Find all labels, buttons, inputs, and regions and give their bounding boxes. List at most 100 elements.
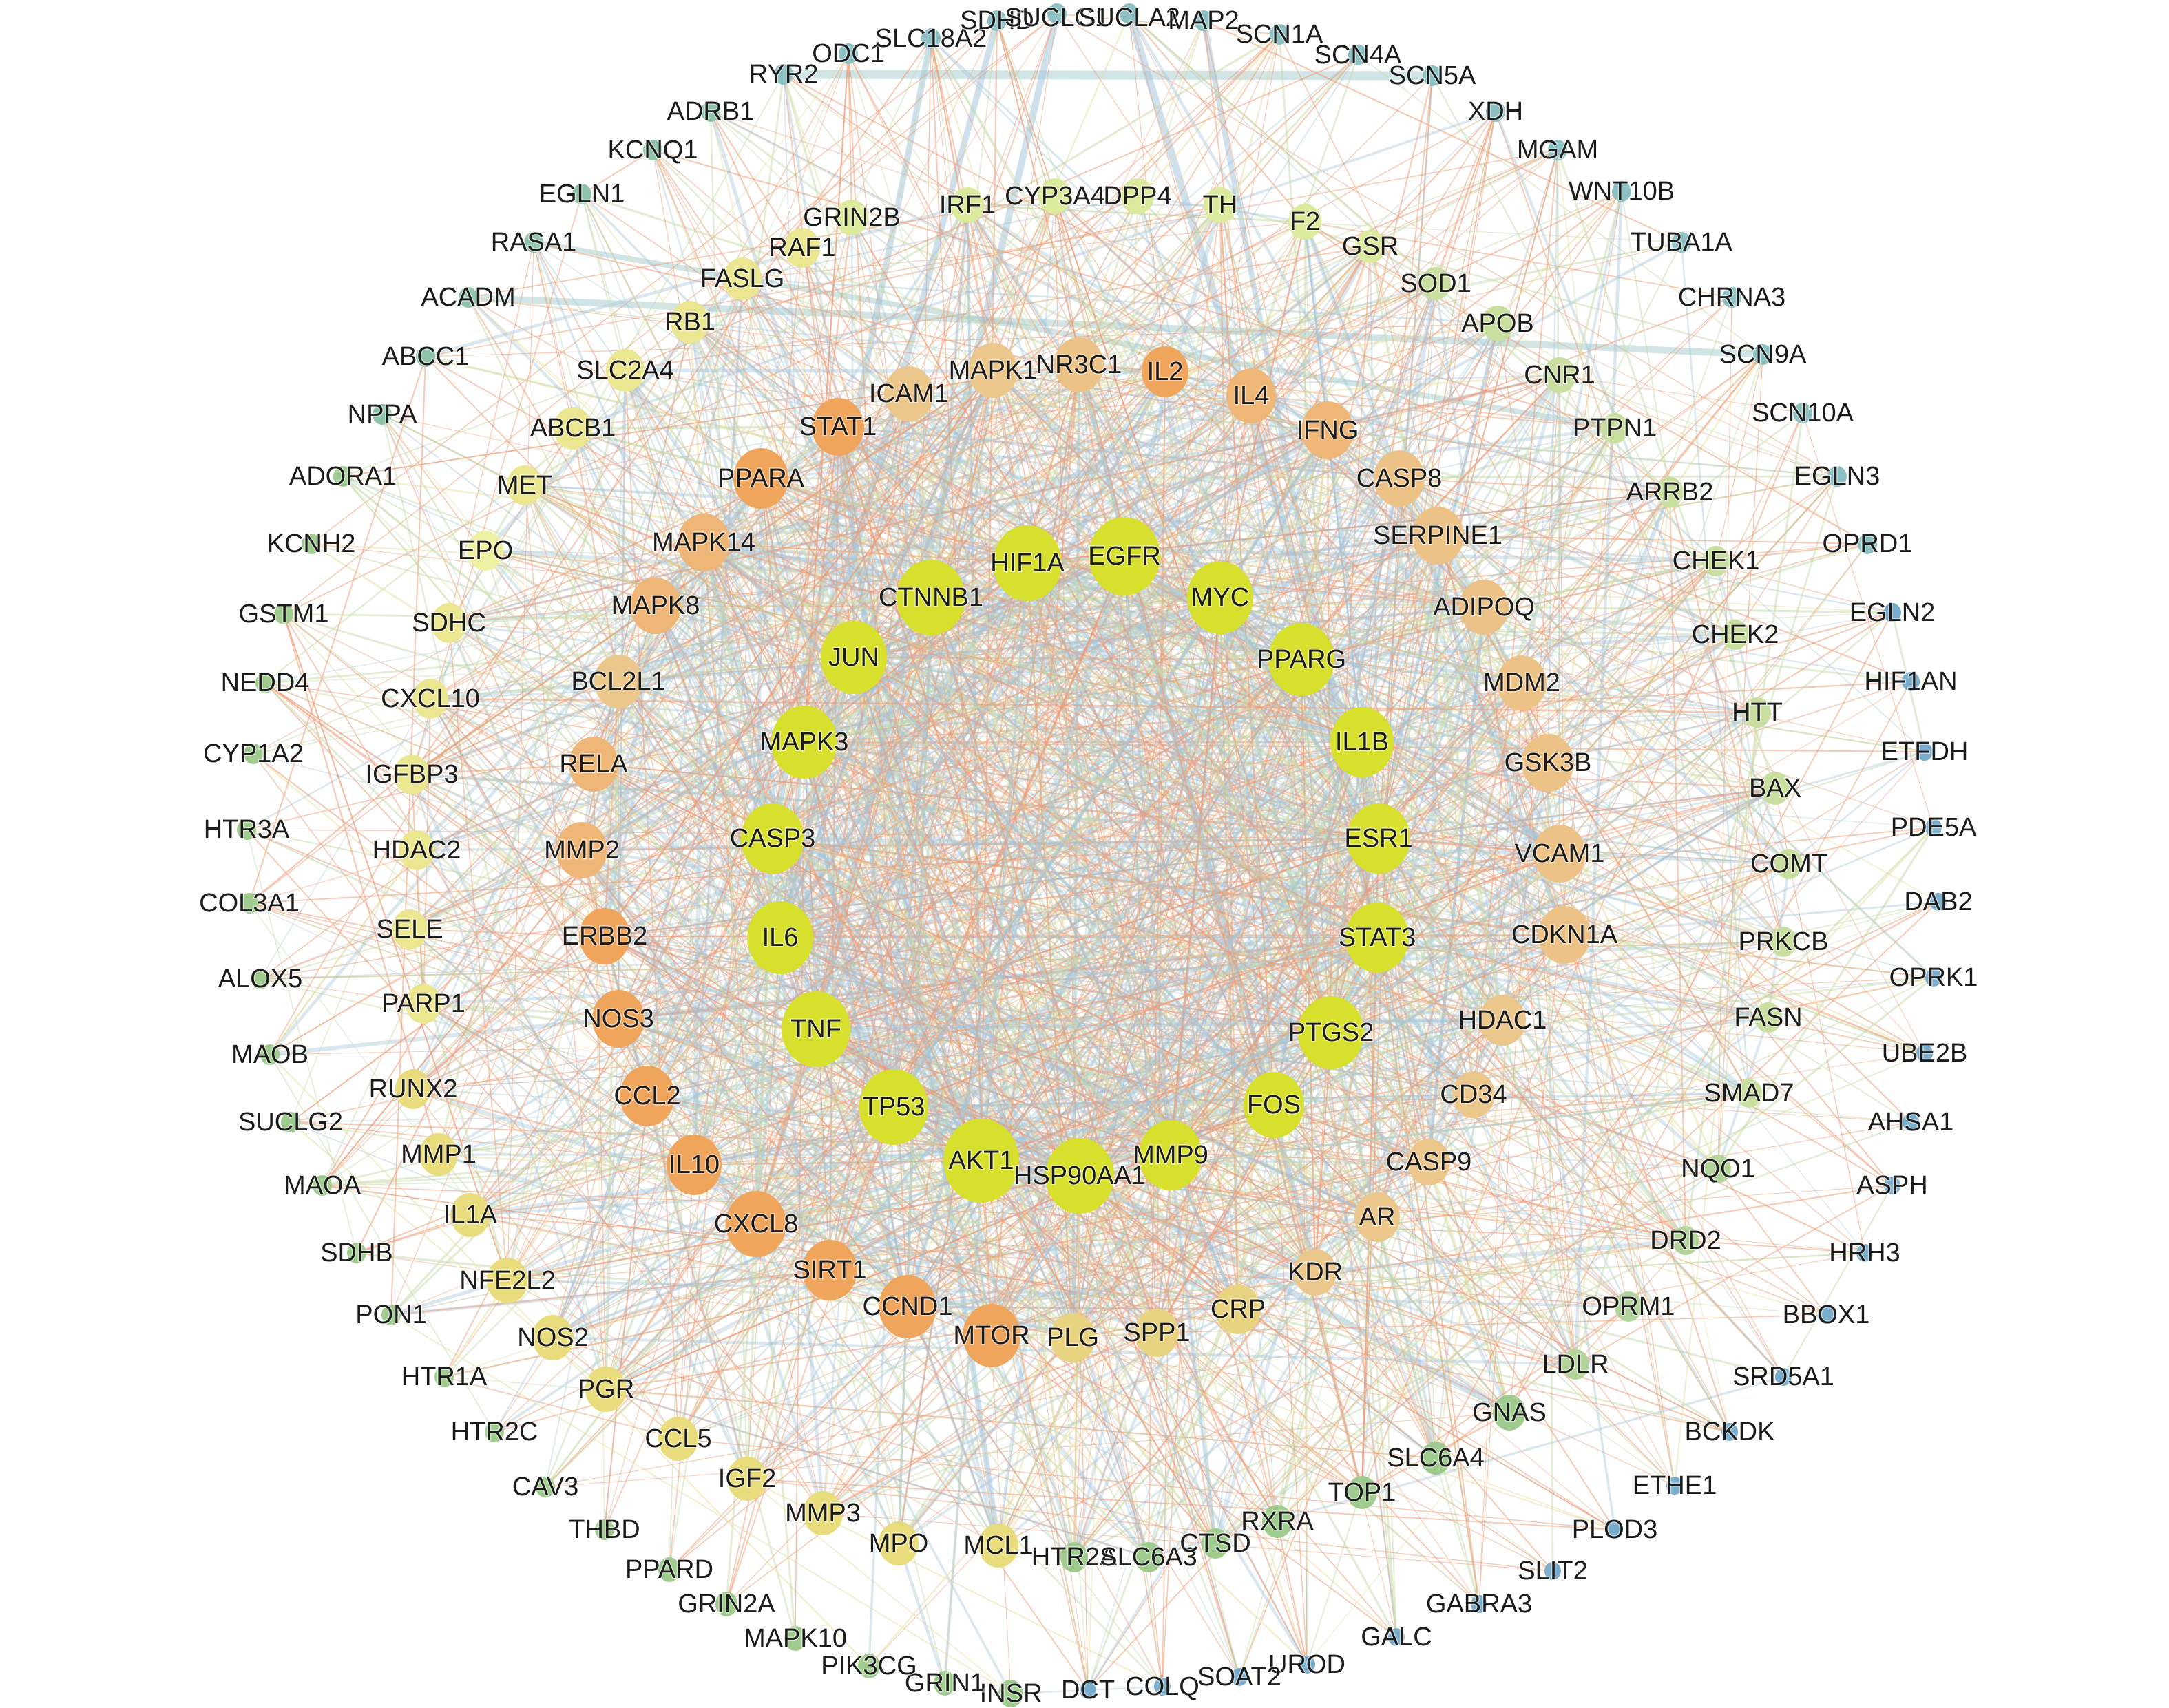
node-PPARD[interactable] — [658, 1557, 680, 1582]
node-TP53[interactable] — [859, 1069, 928, 1145]
node-SDHB[interactable] — [347, 1243, 366, 1263]
node-AR[interactable] — [1354, 1192, 1400, 1242]
node-TH[interactable] — [1204, 187, 1237, 223]
node-IGFBP3[interactable] — [394, 755, 430, 794]
node-NPPA[interactable] — [373, 404, 392, 425]
node-CRP[interactable] — [1215, 1285, 1261, 1334]
node-SIRT1[interactable] — [802, 1240, 857, 1300]
node-MMP2[interactable] — [556, 822, 607, 878]
node-HDAC2[interactable] — [399, 830, 434, 870]
node-DCT[interactable] — [1080, 1681, 1096, 1699]
node-COL3A1[interactable] — [240, 893, 259, 914]
node-HIF1AN[interactable] — [1902, 672, 1920, 691]
node-MAPK10[interactable] — [784, 1626, 806, 1651]
node-BCKDK[interactable] — [1721, 1423, 1738, 1441]
node-NR3C1[interactable] — [1054, 337, 1104, 392]
node-NOS2[interactable] — [532, 1315, 574, 1360]
node-CDKN1A[interactable] — [1538, 906, 1591, 964]
node-CCL2[interactable] — [620, 1066, 675, 1126]
node-GRIN2B[interactable] — [835, 200, 868, 235]
node-ADRB1[interactable] — [701, 101, 720, 122]
node-CASP9[interactable] — [1407, 1139, 1450, 1185]
node-DAB2[interactable] — [1930, 893, 1947, 911]
node-SLIT2[interactable] — [1544, 1562, 1561, 1580]
node-CHEK1[interactable] — [1702, 546, 1730, 576]
node-EGLN3[interactable] — [1827, 466, 1847, 487]
node-IGF2[interactable] — [727, 1457, 767, 1501]
node-HRH3[interactable] — [1856, 1244, 1873, 1262]
node-PPARG[interactable] — [1268, 623, 1334, 696]
node-SOD1[interactable] — [1421, 267, 1451, 300]
node-CTSD[interactable] — [1202, 1528, 1229, 1559]
node-HTR1A[interactable] — [434, 1367, 454, 1387]
node-RXRA[interactable] — [1262, 1505, 1292, 1538]
node-MAPK14[interactable] — [678, 514, 730, 571]
node-COMT[interactable] — [1775, 849, 1803, 879]
node-OPRK1[interactable] — [1925, 969, 1942, 987]
node-PTPN1[interactable] — [1601, 413, 1628, 443]
node-DRD2[interactable] — [1673, 1226, 1699, 1255]
node-IL4[interactable] — [1226, 368, 1276, 423]
node-EPO[interactable] — [468, 531, 503, 571]
node-SELE[interactable] — [392, 909, 428, 949]
node-MPO[interactable] — [879, 1521, 919, 1565]
node-FASLG[interactable] — [723, 257, 762, 300]
node-CCL5[interactable] — [658, 1417, 698, 1461]
node-MAOA[interactable] — [313, 1175, 332, 1196]
node-PLG[interactable] — [1050, 1313, 1096, 1362]
node-OPRD1[interactable] — [1858, 534, 1877, 554]
node-FASN[interactable] — [1754, 1002, 1782, 1033]
node-ARRB2[interactable] — [1656, 477, 1684, 507]
node-HIF1A[interactable] — [993, 525, 1062, 601]
node-MMP1[interactable] — [419, 1133, 458, 1176]
node-MAOB[interactable] — [260, 1044, 280, 1065]
node-MAPK1[interactable] — [968, 343, 1018, 398]
node-HSP90AA1[interactable] — [1045, 1138, 1114, 1214]
node-IRF1[interactable] — [951, 187, 984, 223]
node-GSK3B[interactable] — [1522, 734, 1574, 792]
node-MAPK3[interactable] — [771, 706, 837, 779]
node-AHSA1[interactable] — [1903, 1113, 1919, 1131]
node-NOS3[interactable] — [592, 990, 645, 1048]
node-ICAM1[interactable] — [884, 366, 934, 421]
node-KCNQ1[interactable] — [643, 140, 662, 160]
node-RAF1[interactable] — [784, 228, 820, 268]
node-CNR1[interactable] — [1543, 357, 1576, 393]
node-RELA[interactable] — [569, 737, 618, 792]
node-SUCLG2[interactable] — [281, 1112, 300, 1132]
node-SDHD[interactable] — [987, 10, 1007, 31]
node-UBE2B[interactable] — [1916, 1044, 1933, 1062]
node-IL1A[interactable] — [450, 1193, 490, 1237]
node-GRIN2A[interactable] — [715, 1592, 737, 1616]
node-RASA1[interactable] — [524, 232, 543, 253]
node-MDM2[interactable] — [1497, 655, 1547, 710]
node-SLC2A4[interactable] — [606, 349, 645, 392]
node-OPRM1[interactable] — [1615, 1291, 1642, 1322]
node-CYP1A2[interactable] — [244, 744, 263, 764]
node-CYP3A4[interactable] — [1038, 178, 1071, 214]
node-PLOD3[interactable] — [1606, 1521, 1623, 1539]
node-IL2[interactable] — [1142, 346, 1188, 397]
node-PPARA[interactable] — [733, 448, 788, 509]
node-SLC18A2[interactable] — [921, 28, 941, 49]
node-HTR2A[interactable] — [1060, 1542, 1088, 1572]
node-ADORA1[interactable] — [333, 466, 353, 487]
node-ABCC1[interactable] — [416, 346, 435, 367]
node-CXCL8[interactable] — [726, 1191, 786, 1257]
node-DPP4[interactable] — [1121, 178, 1154, 214]
node-EGFR[interactable] — [1089, 517, 1160, 595]
node-NEDD4[interactable] — [255, 673, 275, 693]
node-SCN9A[interactable] — [1753, 344, 1772, 365]
node-CASP3[interactable] — [741, 803, 804, 874]
node-GABRA3[interactable] — [1471, 1595, 1487, 1613]
node-INSR[interactable] — [998, 1680, 1023, 1707]
node-SCN10A[interactable] — [1793, 403, 1812, 423]
node-CASP8[interactable] — [1374, 450, 1425, 507]
node-CD34[interactable] — [1452, 1071, 1495, 1118]
node-CHRNA3[interactable] — [1722, 287, 1741, 308]
node-WNT10B[interactable] — [1612, 181, 1631, 202]
node-PON1[interactable] — [381, 1305, 401, 1325]
node-RB1[interactable] — [671, 301, 709, 344]
node-SLC6A4[interactable] — [1421, 1442, 1451, 1475]
node-KDR[interactable] — [1294, 1249, 1337, 1296]
